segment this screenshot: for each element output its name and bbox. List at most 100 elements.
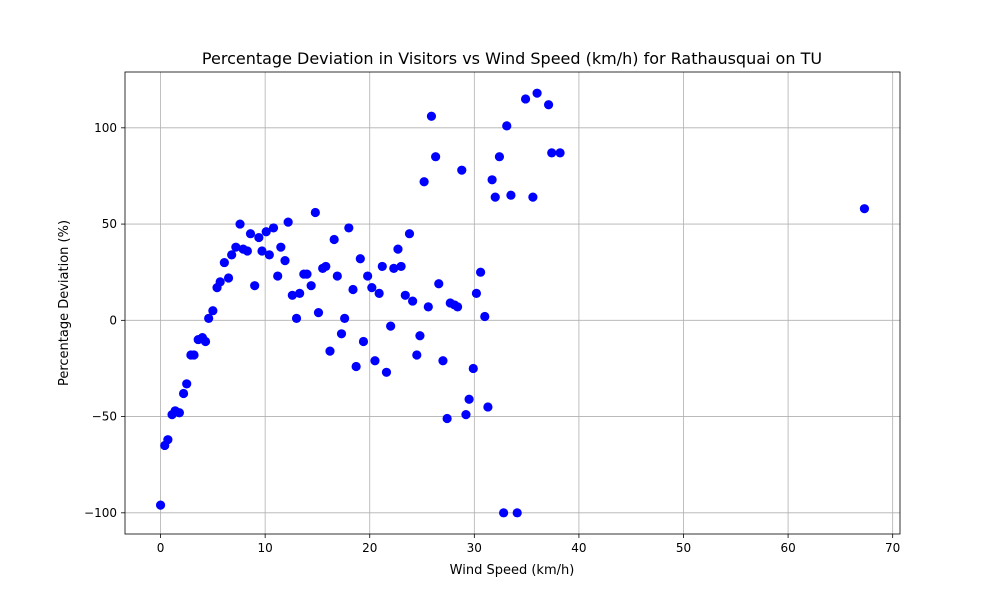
data-point <box>273 271 283 281</box>
data-point <box>287 290 297 300</box>
data-point <box>178 388 189 399</box>
data-point <box>452 302 463 312</box>
data-point <box>261 227 271 237</box>
data-point <box>471 288 482 298</box>
data-point <box>295 288 305 298</box>
data-point <box>464 394 474 404</box>
data-point <box>310 207 320 218</box>
data-point <box>543 100 554 110</box>
data-point <box>340 313 350 323</box>
data-point <box>204 313 214 323</box>
y-tick-label: 0 <box>109 313 117 327</box>
y-axis-label: Percentage Deviation (%) <box>57 220 72 386</box>
data-point <box>302 269 312 279</box>
data-point <box>182 379 192 389</box>
data-point <box>412 350 422 360</box>
x-tick-label: 70 <box>885 541 900 555</box>
data-point <box>189 350 199 360</box>
data-point <box>386 321 396 331</box>
data-point <box>306 281 316 291</box>
data-point <box>242 246 252 256</box>
data-point <box>174 408 184 418</box>
ticks-layer: 0 10 20 30 40 50 60 70 −100 −50 0 50 100 <box>84 121 900 555</box>
data-point <box>223 273 234 283</box>
data-point <box>499 508 509 518</box>
data-point <box>276 242 286 252</box>
data-point <box>468 363 478 374</box>
data-point <box>264 250 274 260</box>
data-point <box>404 229 415 239</box>
data-point <box>358 336 369 347</box>
y-tick-label: 100 <box>94 121 117 135</box>
data-point <box>547 148 557 158</box>
data-point <box>487 175 497 185</box>
data-point <box>426 111 437 121</box>
y-tick-label: −50 <box>92 410 117 424</box>
data-point <box>528 192 538 202</box>
data-point <box>257 246 267 256</box>
y-tick-label: 50 <box>102 217 117 231</box>
data-point <box>367 283 377 293</box>
data-point <box>461 410 471 420</box>
data-point <box>363 271 373 281</box>
data-point <box>268 223 279 233</box>
data-point <box>423 302 433 312</box>
data-point <box>329 234 339 245</box>
data-point <box>438 356 448 366</box>
data-point <box>231 242 241 252</box>
data-point <box>442 413 452 424</box>
data-point <box>374 288 384 298</box>
x-tick-label: 30 <box>467 541 482 555</box>
data-point <box>254 232 264 243</box>
data-point <box>332 271 342 281</box>
data-point <box>483 402 493 412</box>
data-point <box>476 267 486 277</box>
x-tick-label: 10 <box>258 541 273 555</box>
data-point <box>480 311 490 322</box>
chart-title: Percentage Deviation in Visitors vs Wind… <box>202 49 822 68</box>
data-point <box>512 508 522 518</box>
plot-area-frame <box>124 71 901 535</box>
data-point <box>348 284 358 295</box>
x-axis-label: Wind Speed (km/h) <box>450 563 575 578</box>
x-tick-label: 50 <box>676 541 691 555</box>
data-point <box>393 244 403 254</box>
data-point <box>325 346 335 356</box>
data-point <box>291 313 302 323</box>
data-point <box>163 435 173 445</box>
y-tick-label: −100 <box>84 506 117 520</box>
data-point <box>351 361 361 372</box>
data-point <box>520 94 531 104</box>
data-point <box>431 152 441 162</box>
data-point <box>532 88 542 98</box>
data-point <box>377 261 387 272</box>
data-point <box>859 204 870 214</box>
data-point <box>457 165 467 175</box>
data-point <box>400 290 410 300</box>
data-point <box>381 367 392 377</box>
data-point <box>506 190 516 200</box>
data-point <box>245 229 256 239</box>
data-point <box>396 261 406 272</box>
data-point <box>280 256 290 266</box>
points-layer <box>155 88 870 518</box>
data-point <box>434 279 444 289</box>
data-point <box>408 296 418 306</box>
data-point <box>502 121 512 131</box>
data-point <box>155 500 166 510</box>
data-point <box>494 152 505 162</box>
data-point <box>419 177 429 187</box>
data-point <box>336 329 347 339</box>
data-point <box>227 250 237 260</box>
data-point <box>208 306 218 316</box>
data-point <box>415 331 425 341</box>
x-tick-label: 60 <box>780 541 795 555</box>
data-point <box>370 356 380 366</box>
data-point <box>355 254 365 264</box>
data-point <box>200 336 211 347</box>
data-point <box>283 217 293 227</box>
x-tick-label: 0 <box>157 541 165 555</box>
data-point <box>215 277 225 287</box>
